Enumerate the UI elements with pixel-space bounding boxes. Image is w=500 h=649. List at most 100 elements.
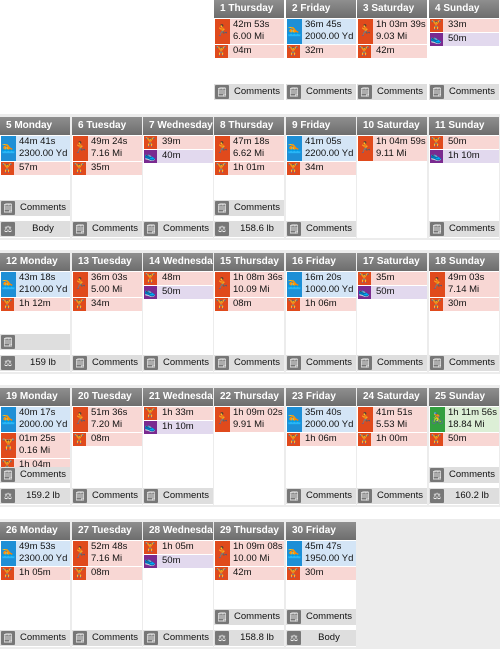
comments-button[interactable]: 🗒 Comments	[214, 609, 284, 625]
activity-strength[interactable]: 🏋 08m	[215, 298, 284, 311]
day-header[interactable]: 11 Sunday	[429, 117, 499, 135]
day-header[interactable]: 27 Tuesday	[72, 522, 142, 540]
body-weight-button[interactable]: ⚖ 158.6 lb	[214, 221, 284, 237]
activity-strength[interactable]: 🏋 01m 25s 0.16 Mi	[1, 433, 70, 458]
day-header[interactable]: 12 Monday	[0, 253, 70, 271]
day-cell[interactable]: 6 Tuesday 🏃 49m 24s 7.16 Mi 🏋 35m 🗒 Comments	[72, 117, 142, 238]
body-weight-button[interactable]: ⚖ 160.2 lb	[429, 488, 499, 504]
day-cell[interactable]: 29 Thursday 🏃 1h 09m 08s 10.00 Mi 🏋 42m 🗒 Comme…	[214, 522, 284, 647]
activity-strength[interactable]: 🏋 57m	[1, 162, 70, 175]
day-header[interactable]: 6 Tuesday	[72, 117, 142, 135]
day-header[interactable]: 15 Thursday	[214, 253, 284, 271]
day-header[interactable]: 1 Thursday	[214, 0, 284, 18]
comments-button[interactable]: 🗒 Comments	[72, 488, 142, 504]
day-header[interactable]: 13 Tuesday	[72, 253, 142, 271]
body-weight-button[interactable]: ⚖ Body	[0, 221, 70, 237]
activity-elliptical[interactable]: 👟 40m	[144, 150, 213, 163]
body-weight-button[interactable]: ⚖ 159 lb	[0, 355, 70, 371]
day-header[interactable]: 21 Wednesday	[143, 388, 213, 406]
activity-strength[interactable]: 🏋 33m	[430, 19, 499, 32]
comments-button[interactable]: 🗒 Comments	[286, 221, 356, 237]
comments-button[interactable]: 🗒 Comments	[143, 221, 213, 237]
body-weight-button[interactable]: ⚖ 159.2 lb	[0, 488, 70, 504]
comments-button[interactable]: 🗒 Comments	[143, 630, 213, 646]
comments-button[interactable]: 🗒 Comments	[72, 221, 142, 237]
comments-button[interactable]: 🗒 Comments	[214, 355, 284, 371]
day-cell[interactable]: 12 Monday 🏊 43m 18s 2100.00 Yd 🏋 1h 12m 🗒 ⚖ 159 …	[0, 253, 70, 372]
day-cell[interactable]: 18 Sunday 🏃 49m 03s 7.14 Mi 🏋 30m 🗒 Comments	[429, 253, 499, 372]
activity-strength[interactable]: 🏋 50m	[430, 136, 499, 149]
activity-swim[interactable]: 🏊 43m 18s 2100.00 Yd	[1, 272, 70, 297]
comments-button[interactable]: 🗒	[0, 334, 70, 350]
activity-run[interactable]: 🏃 49m 03s 7.14 Mi	[430, 272, 499, 297]
day-cell[interactable]: 4 Sunday 🏋 33m 👟 50m 🗒 Comments	[429, 0, 499, 101]
day-header[interactable]: 28 Wednesday	[143, 522, 213, 540]
activity-strength[interactable]: 🏋 42m	[358, 45, 427, 58]
activity-swim[interactable]: 🏊 41m 05s 2200.00 Yd	[287, 136, 356, 161]
day-cell[interactable]: 1 Thursday 🏃 42m 53s 6.00 Mi 🏋 04m 🗒 Comments	[214, 0, 284, 101]
comments-button[interactable]: 🗒 Comments	[357, 488, 427, 504]
day-header[interactable]: 9 Friday	[286, 117, 356, 135]
comments-button[interactable]: 🗒 Comments	[0, 630, 70, 646]
day-cell[interactable]: 3 Saturday 🏃 1h 03m 39s 9.03 Mi 🏋 42m 🗒 Comment…	[357, 0, 427, 101]
day-cell[interactable]: 23 Friday 🏊 35m 40s 2000.00 Yd 🏋 1h 06m 🗒 Comme…	[286, 388, 356, 505]
day-header[interactable]: 3 Saturday	[357, 0, 427, 18]
activity-run[interactable]: 🏃 1h 08m 36s 10.09 Mi	[215, 272, 284, 297]
activity-run[interactable]: 🏃 51m 36s 7.20 Mi	[73, 407, 142, 432]
activity-run[interactable]: 🏃 1h 09m 02s 9.91 Mi	[215, 407, 284, 432]
day-cell[interactable]: 25 Sunday 🚴 1h 11m 56s 18.84 Mi 🏋 50m 🗒 Comment…	[429, 388, 499, 505]
day-cell[interactable]: 9 Friday 🏊 41m 05s 2200.00 Yd 🏋 34m 🗒 Comments	[286, 117, 356, 238]
day-header[interactable]: 25 Sunday	[429, 388, 499, 406]
day-header[interactable]: 29 Thursday	[214, 522, 284, 540]
day-header[interactable]: 8 Thursday	[214, 117, 284, 135]
activity-swim[interactable]: 🏊 36m 45s 2000.00 Yd	[287, 19, 356, 44]
comments-button[interactable]: 🗒 Comments	[0, 467, 70, 483]
comments-button[interactable]: 🗒 Comments	[286, 84, 356, 100]
day-header[interactable]: 14 Wednesday	[143, 253, 213, 271]
day-cell[interactable]: 17 Saturday 🏋 35m 👟 50m 🗒 Comments	[357, 253, 427, 372]
activity-strength[interactable]: 🏋 1h 06m	[287, 298, 356, 311]
day-cell[interactable]: 13 Tuesday 🏃 36m 03s 5.00 Mi 🏋 34m 🗒 Comments	[72, 253, 142, 372]
activity-swim[interactable]: 🏊 49m 53s 2300.00 Yd	[1, 541, 70, 566]
day-cell[interactable]: 21 Wednesday 🏋 1h 33m 👟 1h 10m 🗒 Comments	[143, 388, 213, 505]
activity-strength[interactable]: 🏋 39m	[144, 136, 213, 149]
activity-run[interactable]: 🏃 42m 53s 6.00 Mi	[215, 19, 284, 44]
activity-elliptical[interactable]: 👟 50m	[144, 286, 213, 299]
comments-button[interactable]: 🗒 Comments	[429, 221, 499, 237]
day-cell[interactable]: 19 Monday 🏊 40m 17s 2000.00 Yd 🏋 01m 25s 0.16 …	[0, 388, 70, 505]
day-cell[interactable]: 8 Thursday 🏃 47m 18s 6.62 Mi 🏋 1h 01m 🗒 Comment…	[214, 117, 284, 238]
activity-strength[interactable]: 🏋 35m	[358, 272, 427, 285]
comments-button[interactable]: 🗒 Comments	[429, 84, 499, 100]
day-cell[interactable]: 10 Saturday 🏃 1h 04m 59s 9.11 Mi	[357, 117, 427, 238]
activity-elliptical[interactable]: 👟 50m	[144, 555, 213, 568]
day-cell[interactable]: 27 Tuesday 🏃 52m 48s 7.16 Mi 🏋 08m 🗒 Comments	[72, 522, 142, 647]
day-header[interactable]: 5 Monday	[0, 117, 70, 135]
comments-button[interactable]: 🗒 Comments	[429, 467, 499, 483]
day-header[interactable]: 30 Friday	[286, 522, 356, 540]
day-header[interactable]: 4 Sunday	[429, 0, 499, 18]
day-cell[interactable]: 11 Sunday 🏋 50m 👟 1h 10m 🗒 Comments	[429, 117, 499, 238]
activity-elliptical[interactable]: 👟 50m	[430, 33, 499, 46]
day-cell[interactable]: 28 Wednesday 🏋 1h 05m 👟 50m 🗒 Comments	[143, 522, 213, 647]
activity-strength[interactable]: 🏋 34m	[287, 162, 356, 175]
activity-strength[interactable]: 🏋 42m	[215, 567, 284, 580]
day-cell[interactable]: 15 Thursday 🏃 1h 08m 36s 10.09 Mi 🏋 08m 🗒 Comme…	[214, 253, 284, 372]
activity-strength[interactable]: 🏋 34m	[73, 298, 142, 311]
activity-bike[interactable]: 🚴 1h 11m 56s 18.84 Mi	[430, 407, 499, 432]
activity-elliptical[interactable]: 👟 1h 10m	[144, 421, 213, 434]
activity-swim[interactable]: 🏊 35m 40s 2000.00 Yd	[287, 407, 356, 432]
activity-run[interactable]: 🏃 41m 51s 5.53 Mi	[358, 407, 427, 432]
activity-strength[interactable]: 🏋 1h 05m	[144, 541, 213, 554]
body-weight-button[interactable]: ⚖ 158.8 lb	[214, 630, 284, 646]
activity-strength[interactable]: 🏋 1h 01m	[215, 162, 284, 175]
comments-button[interactable]: 🗒 Comments	[214, 84, 284, 100]
activity-strength[interactable]: 🏋 32m	[287, 45, 356, 58]
day-header[interactable]: 26 Monday	[0, 522, 70, 540]
activity-run[interactable]: 🏃 52m 48s 7.16 Mi	[73, 541, 142, 566]
activity-strength[interactable]: 🏋 1h 06m	[287, 433, 356, 446]
comments-button[interactable]: 🗒 Comments	[0, 200, 70, 216]
activity-strength[interactable]: 🏋 08m	[73, 567, 142, 580]
activity-strength[interactable]: 🏋 30m	[287, 567, 356, 580]
day-cell[interactable]: 26 Monday 🏊 49m 53s 2300.00 Yd 🏋 1h 05m 🗒 Comme…	[0, 522, 70, 647]
day-header[interactable]: 10 Saturday	[357, 117, 427, 135]
